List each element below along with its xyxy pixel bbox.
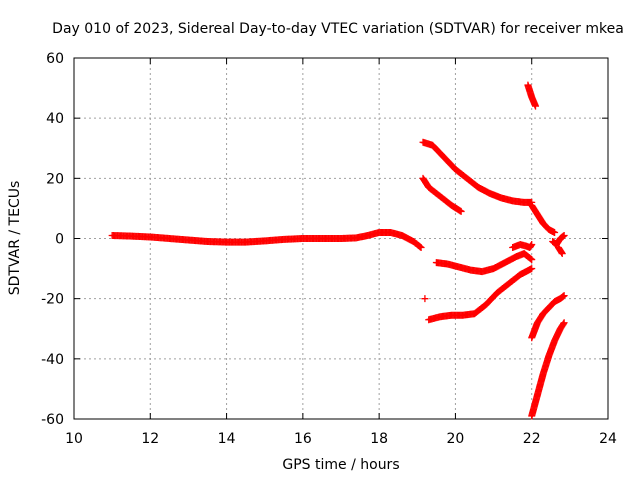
y-tick-label: 60	[46, 51, 64, 67]
y-tick-label: -20	[41, 292, 64, 308]
data-point	[527, 255, 535, 263]
series-track-lower-rise	[528, 319, 568, 420]
y-tick-label: -60	[41, 412, 64, 428]
data-point	[532, 102, 540, 110]
y-tick-label: 40	[46, 111, 64, 127]
data-points	[108, 81, 568, 420]
series-track-mid-drop	[419, 174, 465, 215]
series-track-upper-rise	[524, 81, 540, 110]
y-tick-label: 20	[46, 171, 64, 187]
x-tick-label: 22	[523, 431, 541, 447]
x-tick-label: 10	[65, 431, 83, 447]
series-track-upper-fall	[528, 201, 559, 236]
x-tick-label: 18	[370, 431, 388, 447]
chart-title: Day 010 of 2023, Sidereal Day-to-day VTE…	[52, 21, 624, 37]
y-axis-ticks: -60 -40 -20 0 20 40 60	[41, 51, 608, 428]
series-track-lower-arc	[425, 265, 536, 324]
series-track-mid-scatter	[509, 241, 536, 252]
x-axis-ticks: 10 12 14 16 18 20 22 24	[65, 58, 617, 447]
data-point	[416, 243, 424, 251]
series-track-right-bottom	[554, 244, 566, 258]
series-track-upper-arc	[419, 138, 536, 206]
data-point	[551, 228, 559, 236]
y-tick-label: -40	[41, 352, 64, 368]
data-point	[560, 231, 568, 239]
data-point	[560, 319, 568, 327]
x-tick-label: 12	[141, 431, 159, 447]
x-tick-label: 24	[599, 431, 617, 447]
data-point	[528, 265, 536, 273]
grid-lines	[74, 58, 608, 419]
series-point-isolated	[421, 295, 429, 303]
x-tick-label: 16	[294, 431, 312, 447]
data-point	[560, 292, 568, 300]
series-track-lower-steep	[528, 292, 568, 342]
data-point	[528, 241, 536, 249]
x-axis-label: GPS time / hours	[282, 457, 399, 473]
series-track-main	[108, 228, 425, 252]
x-tick-label: 14	[218, 431, 236, 447]
series-track-mid-low	[432, 250, 536, 276]
data-point	[528, 256, 536, 264]
data-point	[421, 295, 429, 303]
x-tick-label: 20	[447, 431, 465, 447]
data-point	[457, 207, 465, 215]
series-track-right-cluster	[549, 231, 568, 249]
data-point	[417, 244, 425, 252]
y-tick-label: 0	[55, 232, 64, 248]
y-axis-label: SDTVAR / TECUs	[7, 181, 23, 296]
data-point	[558, 250, 566, 258]
